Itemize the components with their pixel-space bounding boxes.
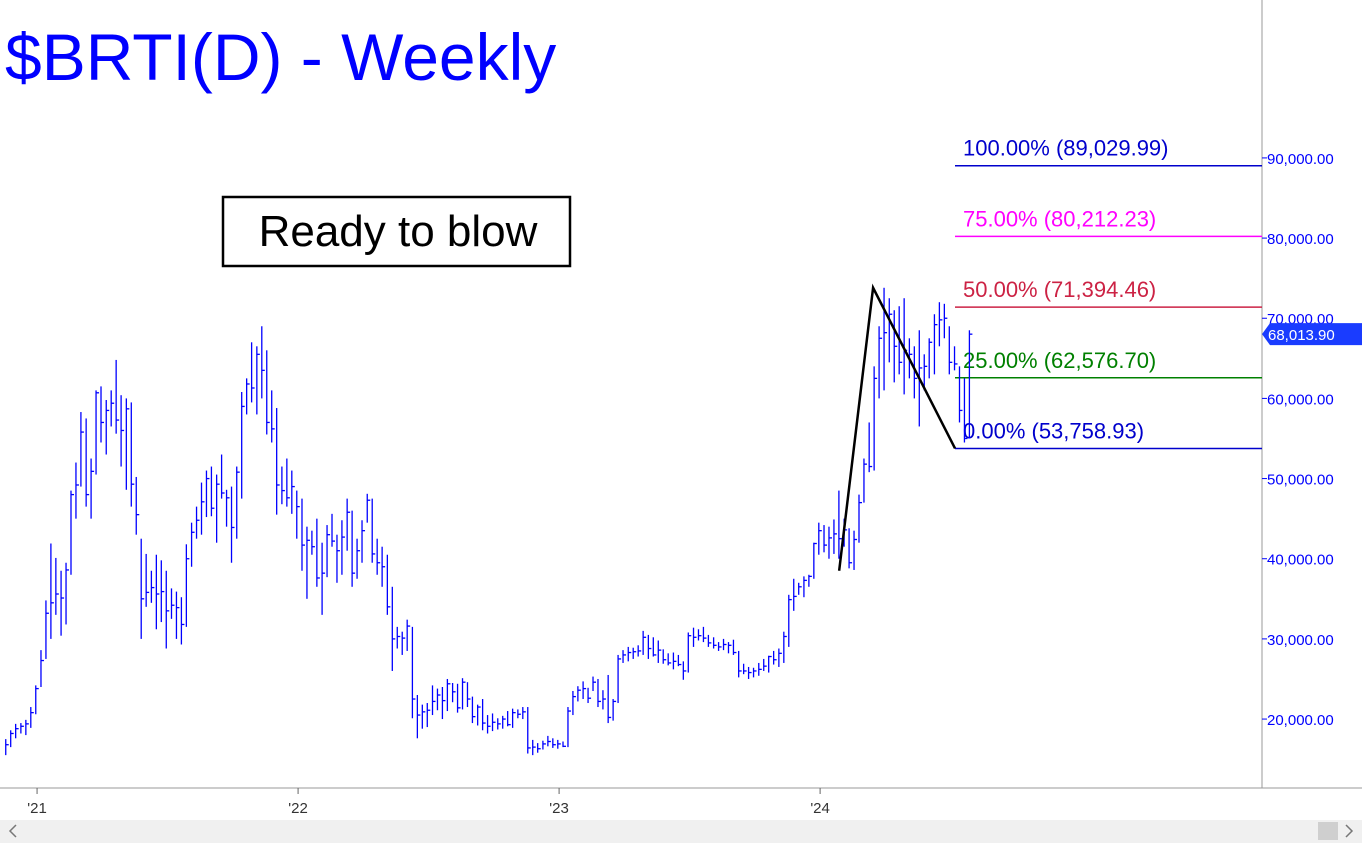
scrollbar-thumb[interactable] <box>1318 822 1338 840</box>
last-price-label: 68,013.90 <box>1268 327 1335 344</box>
x-tick-label: '22 <box>288 800 308 817</box>
y-tick-label: 30,000.00 <box>1267 632 1334 649</box>
fib-label: 0.00% (53,758.93) <box>963 418 1144 443</box>
y-tick-label: 20,000.00 <box>1267 712 1334 729</box>
x-tick-label: '23 <box>549 800 569 817</box>
y-tick-label: 80,000.00 <box>1267 231 1334 248</box>
last-price-marker <box>1262 323 1362 346</box>
y-tick-label: 40,000.00 <box>1267 552 1334 569</box>
x-tick-label: '24 <box>810 800 830 817</box>
y-tick-label: 90,000.00 <box>1267 151 1334 168</box>
fib-label: 25.00% (62,576.70) <box>963 348 1156 373</box>
y-tick-label: 60,000.00 <box>1267 391 1334 408</box>
annotation: Ready to blow <box>259 207 538 256</box>
fib-label: 75.00% (80,212.23) <box>963 206 1156 231</box>
y-tick-label: 50,000.00 <box>1267 472 1334 489</box>
fib-label: 100.00% (89,029.99) <box>963 136 1169 161</box>
scroll-left[interactable] <box>8 824 17 838</box>
scroll-right[interactable] <box>1345 824 1354 838</box>
trend-line <box>837 283 957 571</box>
annotation-box <box>221 195 572 268</box>
scrollbar-track[interactable] <box>0 820 1362 843</box>
chart-title: $BRTI(D) - Weekly <box>5 20 556 94</box>
x-tick-label: '21 <box>27 800 47 817</box>
fib-label: 50.00% (71,394.46) <box>963 277 1156 302</box>
scrollbar[interactable] <box>0 820 1362 843</box>
